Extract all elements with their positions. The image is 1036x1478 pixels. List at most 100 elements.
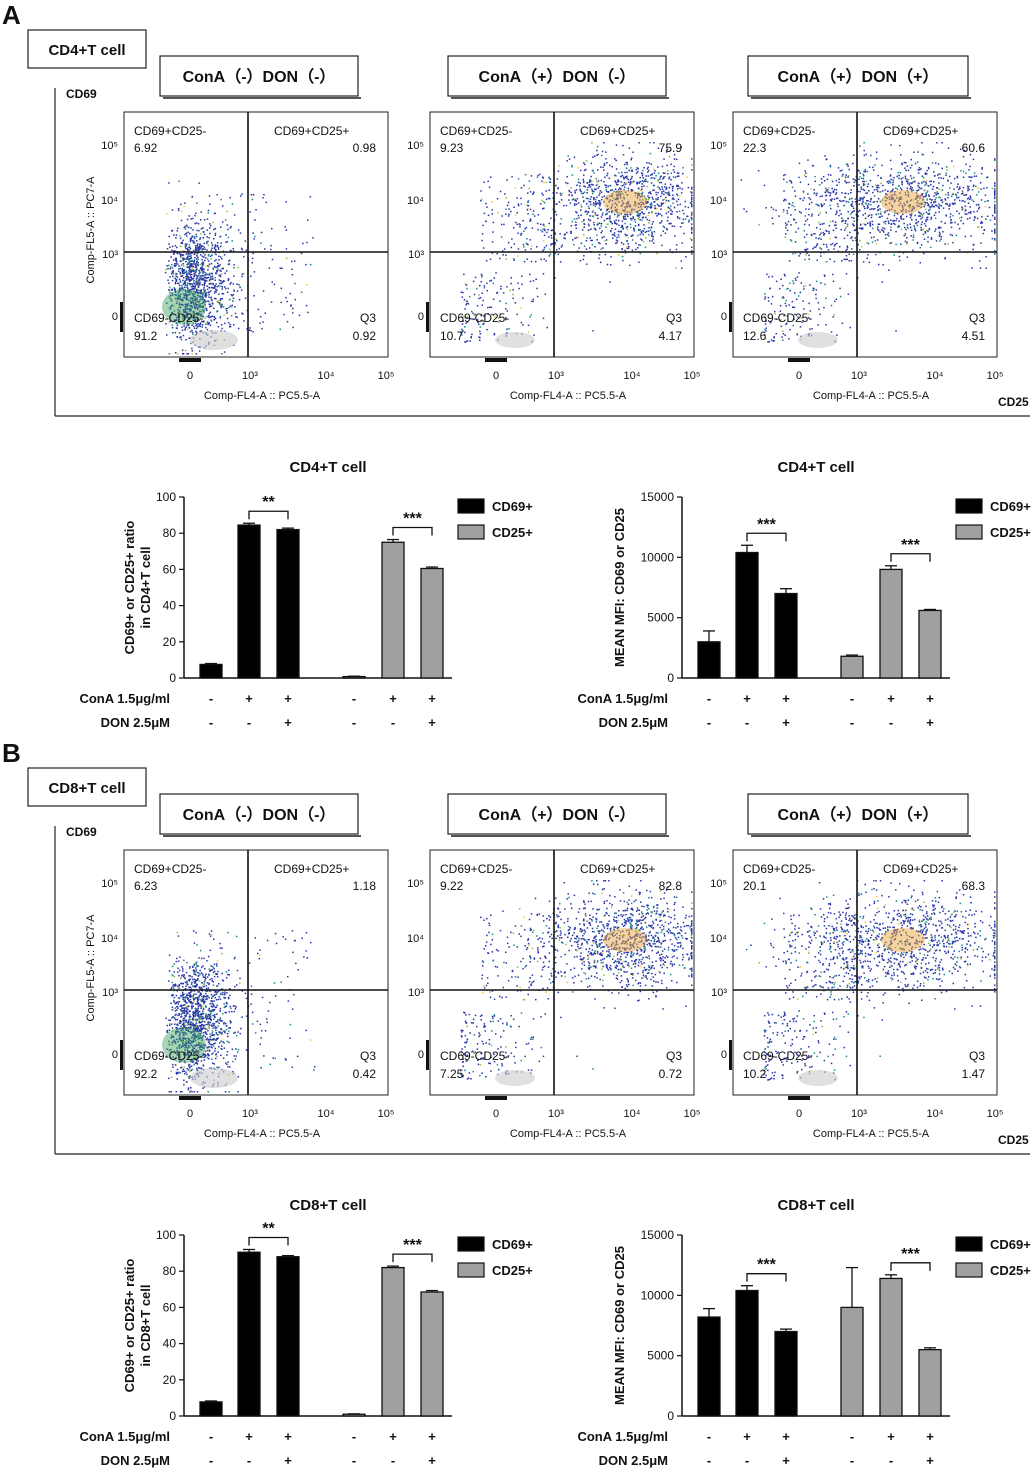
event-dot [483,212,486,215]
condition-label: ConA（+）DON（-） [479,68,636,86]
event-dot [176,1054,179,1056]
event-dot [235,316,237,318]
event-dot [181,242,184,245]
event-dot [177,207,180,210]
x-tick-label: 10³ [548,370,564,382]
event-dot [597,217,599,220]
event-dot [216,270,218,272]
event-dot [180,264,183,266]
event-dot [649,152,652,155]
event-dot [233,289,235,291]
event-dot [819,234,821,236]
event-dot [614,202,617,204]
event-dot [663,198,666,200]
event-dot [926,217,928,219]
event-dot [638,216,641,219]
event-dot [691,228,693,231]
event-dot [201,324,204,326]
event-dot [617,180,620,182]
event-dot [244,297,247,299]
event-dot [600,216,603,218]
event-dot [634,221,637,223]
event-dot [809,198,812,201]
treatment-mark: - [352,715,356,730]
event-dot [845,163,848,165]
event-dot [229,1022,232,1024]
event-dot [601,150,604,153]
event-dot [924,173,927,175]
event-dot [542,208,544,210]
event-dot [786,223,789,226]
event-dot [241,248,244,251]
event-dot [620,193,622,195]
event-dot [843,229,846,231]
y-tick-label: 10⁴ [407,195,424,207]
event-dot [879,231,881,233]
event-dot [630,219,633,221]
event-dot [189,1014,191,1016]
event-dot [478,336,480,338]
event-dot [187,304,189,306]
event-dot [203,301,205,303]
event-dot [642,241,645,243]
event-dot [179,298,182,301]
event-dot [824,283,826,286]
event-dot [203,1034,205,1037]
event-dot [786,212,789,215]
event-dot [623,178,625,180]
event-dot [474,313,476,316]
event-dot [286,300,288,303]
event-dot [267,1010,270,1012]
event-dot [820,232,822,234]
event-dot [671,213,673,215]
event-dot [901,204,903,207]
event-dot [617,230,620,233]
event-dot [662,177,665,180]
event-dot [174,331,177,334]
event-dot [223,280,225,282]
event-dot [590,180,592,182]
event-dot [225,270,228,272]
treatment-mark: + [245,691,253,706]
event-dot [891,204,893,207]
event-dot [637,203,639,205]
event-dot [869,179,872,182]
event-dot [461,296,464,298]
event-dot [893,194,896,196]
event-dot [191,306,193,308]
event-dot [576,211,578,214]
event-dot [784,233,787,235]
event-dot [230,281,232,284]
event-dot [174,985,176,987]
event-dot [650,163,652,165]
event-dot [196,304,198,306]
event-dot [569,202,572,204]
event-dot [558,247,561,250]
quadrant-q3-value: 0.92 [353,329,377,343]
event-dot [580,214,582,216]
event-dot [168,1043,171,1046]
event-dot [209,255,212,258]
event-dot [183,316,185,319]
event-dot [879,191,881,193]
event-dot [654,200,656,203]
event-dot [218,285,220,287]
event-dot [981,168,983,170]
event-dot [182,257,185,259]
event-dot [657,197,659,199]
event-dot [532,210,535,212]
event-dot [615,210,617,212]
event-dots [740,142,996,343]
event-dot [211,275,214,277]
event-dot [905,169,907,172]
treatment-mark: + [389,691,397,706]
event-dot [614,180,616,182]
event-dot [901,183,903,186]
event-dot [927,241,929,243]
event-dot [242,272,245,275]
event-dot [808,214,810,216]
event-dot [640,231,643,233]
event-dot [313,1066,316,1068]
event-dot [599,227,601,229]
event-dot [948,175,951,178]
